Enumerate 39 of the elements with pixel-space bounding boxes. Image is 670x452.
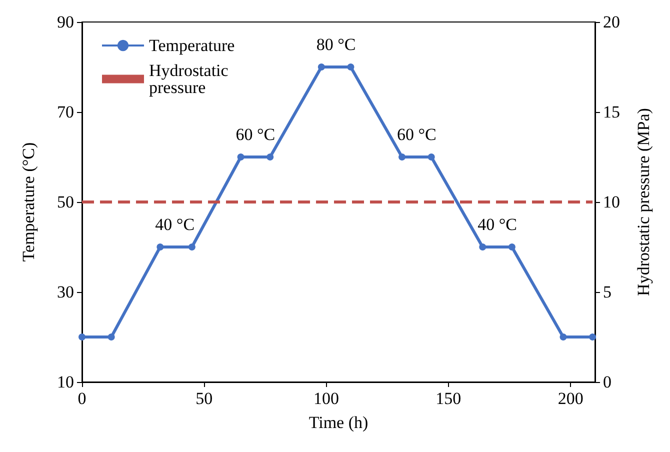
x-tick-label: 200: [558, 389, 584, 408]
legend-label: Temperature: [149, 36, 235, 55]
y-tick-label: 90: [57, 12, 74, 32]
y2-tick-label: 15: [603, 102, 620, 122]
y-tick-label: 50: [57, 192, 74, 212]
y-axis-title: Temperature (°C): [19, 142, 38, 262]
x-tick-label: 100: [314, 389, 340, 408]
point: [78, 334, 86, 340]
annotation: 80 °C: [316, 35, 356, 54]
legend-label: Hydrostatic pressure: [149, 61, 233, 97]
y2-tick-label: 10: [603, 192, 620, 212]
y2-tick-label: 5: [603, 282, 612, 302]
x-tick-label: 50: [196, 389, 213, 408]
y-tick-label: 30: [57, 282, 74, 302]
y2-axis-title: Hydrostatic pressure (MPa): [634, 108, 653, 296]
y2-tick-label: 0: [603, 372, 612, 392]
y2-tick-label: 20: [603, 12, 620, 32]
point: [156, 244, 164, 250]
point: [479, 244, 486, 250]
point: [108, 334, 115, 340]
annotation: 40 °C: [478, 215, 517, 234]
y-tick-label: 70: [57, 102, 74, 122]
point: [589, 334, 596, 340]
point: [237, 154, 244, 160]
y-tick-label: 10: [57, 372, 74, 392]
annotation: 60 °C: [396, 125, 436, 144]
point: [347, 64, 354, 70]
point: [560, 334, 567, 340]
annotation: 40 °C: [155, 215, 195, 234]
x-axis-title: Time (h): [308, 413, 368, 432]
point: [398, 154, 406, 160]
point: [318, 64, 325, 70]
point: [508, 244, 516, 250]
point: [266, 154, 274, 160]
annotation: 60 °C: [236, 125, 276, 144]
x-tick-label: 0: [78, 389, 86, 408]
point: [188, 244, 196, 250]
x-tick-label: 150: [436, 389, 462, 408]
point: [428, 154, 435, 160]
